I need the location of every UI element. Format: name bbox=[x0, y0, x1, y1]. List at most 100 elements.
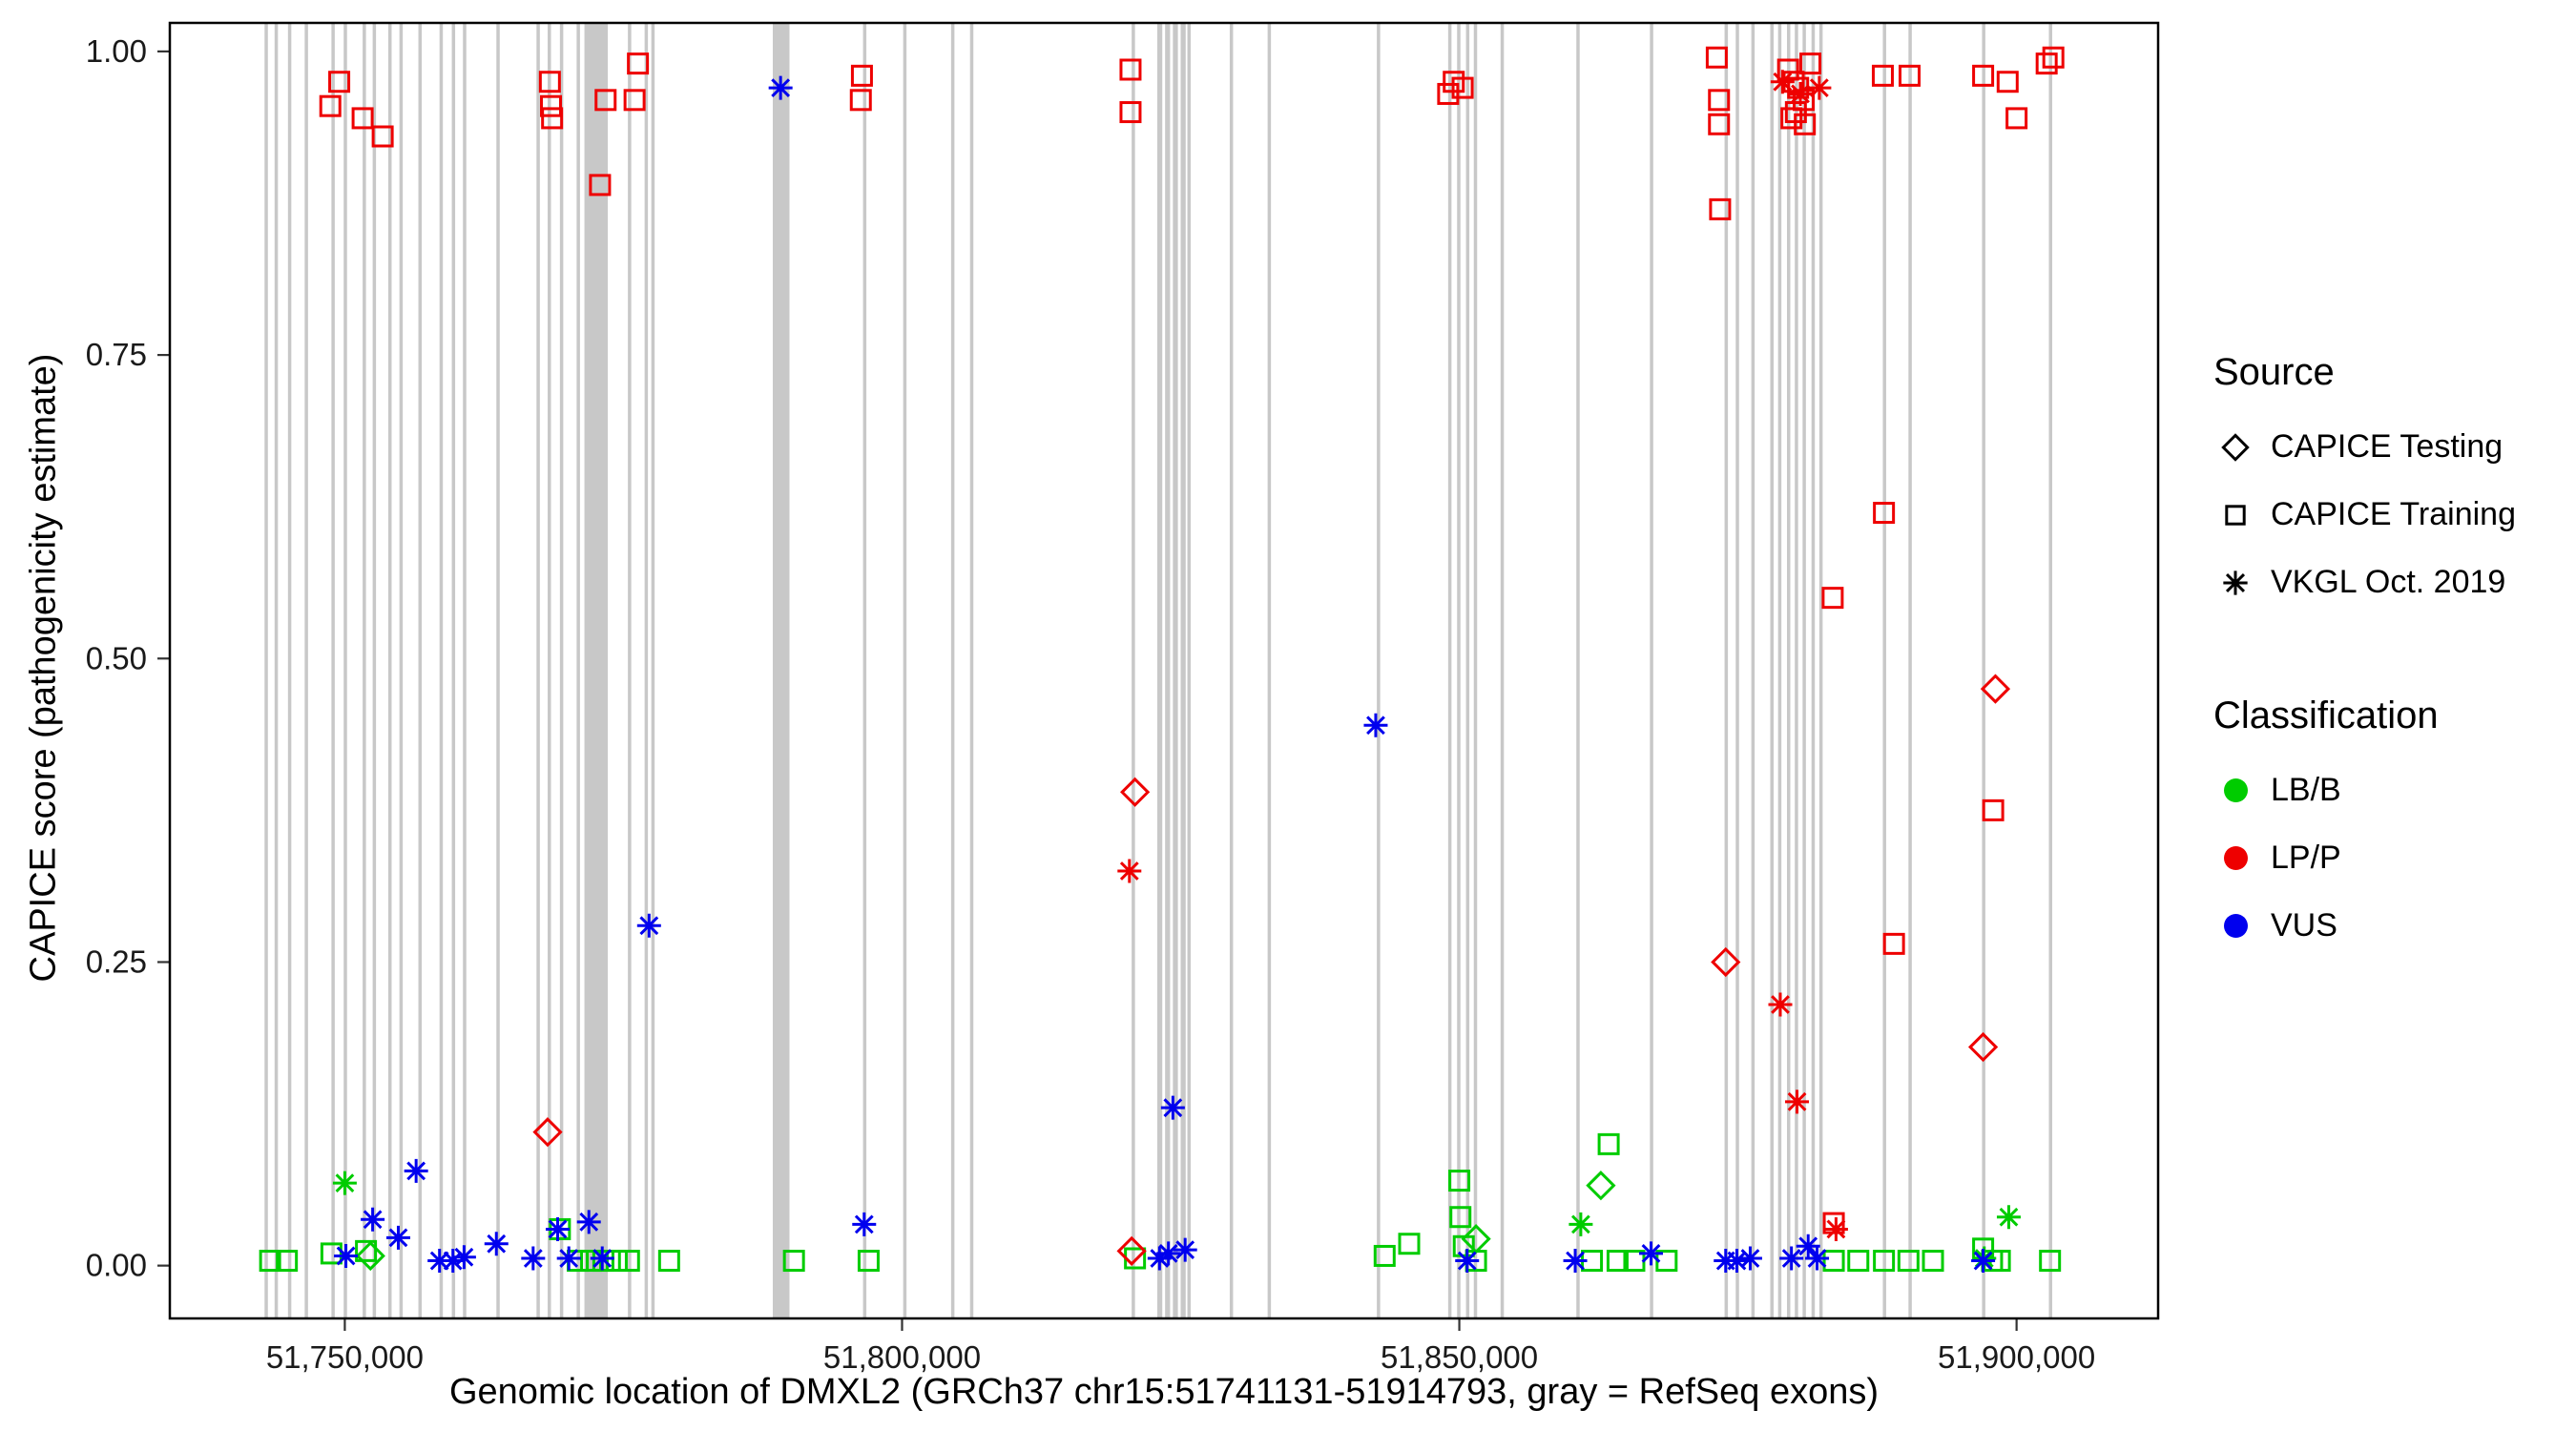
data-point-asterisk bbox=[852, 1212, 877, 1236]
legend-source-group: Source CAPICE Testing CAPICE Training VK… bbox=[2213, 351, 2516, 616]
data-point-asterisk bbox=[768, 75, 793, 100]
vus-color-dot-icon bbox=[2213, 904, 2257, 948]
exon-bar bbox=[1500, 23, 1505, 1318]
exon-bar bbox=[439, 23, 444, 1318]
data-point-asterisk bbox=[1160, 1095, 1185, 1120]
data-point-asterisk bbox=[385, 1225, 410, 1250]
data-point-square bbox=[1437, 82, 1460, 105]
lpp-color-dot-icon bbox=[2213, 837, 2257, 881]
data-point-asterisk bbox=[1737, 1246, 1762, 1271]
exon-bar bbox=[1795, 23, 1798, 1318]
legend-classification-group: Classification LB/B LP/P VUS bbox=[2213, 695, 2516, 960]
data-point-asterisk bbox=[1147, 1246, 1172, 1271]
exon-bar bbox=[274, 23, 279, 1318]
data-point-asterisk bbox=[451, 1245, 476, 1270]
exon-bar bbox=[1882, 23, 1886, 1318]
exon-bar bbox=[1802, 23, 1806, 1318]
data-point-square bbox=[2039, 1250, 2062, 1273]
data-point-square bbox=[594, 89, 617, 112]
data-point-asterisk bbox=[1117, 859, 1142, 883]
exon-bar bbox=[1473, 23, 1478, 1318]
exon-bar bbox=[1132, 23, 1135, 1318]
y-tick-label: 0.25 bbox=[86, 944, 147, 979]
legend-item-lpp: LP/P bbox=[2213, 824, 2516, 892]
data-point-square bbox=[2035, 52, 2058, 75]
data-point-square bbox=[605, 1250, 628, 1273]
exon-bar bbox=[399, 23, 404, 1318]
diamond-marker-icon bbox=[2213, 425, 2257, 469]
data-point-square bbox=[1119, 101, 1142, 124]
data-point-asterisk bbox=[1363, 713, 1388, 737]
y-tick-label: 0.75 bbox=[86, 337, 147, 372]
data-point-asterisk bbox=[484, 1232, 509, 1256]
data-point-asterisk bbox=[576, 1210, 601, 1234]
legend-panel: Source CAPICE Testing CAPICE Training VK… bbox=[2213, 351, 2516, 960]
exon-bar bbox=[1650, 23, 1653, 1318]
exon-bar bbox=[576, 23, 580, 1318]
data-point-asterisk bbox=[1156, 1241, 1181, 1266]
data-point-asterisk bbox=[427, 1249, 452, 1274]
data-point-diamond bbox=[1461, 1224, 1491, 1255]
data-point-square bbox=[857, 1250, 880, 1273]
data-point-asterisk bbox=[1770, 70, 1795, 94]
exon-bar bbox=[1787, 23, 1791, 1318]
data-point-square bbox=[1709, 197, 1732, 220]
exon-bar bbox=[363, 23, 366, 1318]
legend-item-label: VKGL Oct. 2019 bbox=[2271, 564, 2506, 600]
data-point-square bbox=[259, 1250, 281, 1273]
exon-bar bbox=[451, 23, 456, 1318]
exon-bar bbox=[644, 23, 649, 1318]
legend-item-capice-training: CAPICE Training bbox=[2213, 481, 2516, 549]
exon-bar bbox=[496, 23, 500, 1318]
data-point-asterisk bbox=[1724, 1249, 1749, 1274]
data-point-square bbox=[355, 1239, 378, 1262]
data-point-square bbox=[540, 94, 563, 117]
data-point-asterisk bbox=[1173, 1237, 1197, 1262]
data-point-square bbox=[1899, 64, 1921, 87]
data-point-square bbox=[849, 89, 872, 112]
data-point-square bbox=[1780, 107, 1803, 130]
exon-bar bbox=[1576, 23, 1580, 1318]
data-point-asterisk bbox=[1971, 1249, 1996, 1274]
legend-item-lbb: LB/B bbox=[2213, 757, 2516, 824]
data-point-square bbox=[1448, 1170, 1471, 1192]
exon-bar bbox=[969, 23, 974, 1318]
data-point-diamond bbox=[1120, 777, 1151, 807]
y-tick-label: 1.00 bbox=[86, 33, 147, 69]
exon-bar bbox=[1751, 23, 1755, 1318]
exon-bar bbox=[1229, 23, 1234, 1318]
exon-bar bbox=[903, 23, 907, 1318]
data-point-square bbox=[1451, 76, 1474, 99]
data-point-asterisk bbox=[590, 1246, 614, 1271]
data-point-asterisk bbox=[1768, 992, 1793, 1017]
data-point-asterisk bbox=[1785, 1089, 1810, 1114]
data-point-square bbox=[1449, 1206, 1472, 1229]
asterisk-marker-icon bbox=[2213, 561, 2257, 605]
x-tick-label: 51,900,000 bbox=[1938, 1339, 2095, 1375]
y-tick-label: 0.50 bbox=[86, 640, 147, 675]
data-point-asterisk bbox=[1996, 1205, 2021, 1230]
data-point-square bbox=[1705, 46, 1728, 69]
legend-item-label: LB/B bbox=[2271, 772, 2341, 808]
exon-bar bbox=[1735, 23, 1739, 1318]
data-point-asterisk bbox=[332, 1171, 357, 1195]
data-point-square bbox=[623, 89, 646, 112]
exon-bar bbox=[1267, 23, 1272, 1318]
exon-bar bbox=[536, 23, 540, 1318]
exon-bar bbox=[628, 23, 632, 1318]
data-point-asterisk bbox=[1638, 1241, 1663, 1266]
data-point-asterisk bbox=[1568, 1212, 1593, 1236]
legend-item-label: LP/P bbox=[2271, 840, 2341, 876]
data-point-asterisk bbox=[1805, 1246, 1830, 1271]
data-point-diamond bbox=[1967, 1031, 1999, 1063]
y-tick-label: 0.00 bbox=[86, 1248, 147, 1283]
data-point-square bbox=[1822, 1250, 1845, 1273]
data-point-asterisk bbox=[1455, 1249, 1480, 1274]
exon-bar bbox=[651, 23, 655, 1318]
exon-bar bbox=[1173, 23, 1178, 1318]
data-point-asterisk bbox=[1823, 1216, 1848, 1241]
exon-bar bbox=[559, 23, 564, 1318]
panel-border bbox=[168, 21, 2160, 1320]
data-point-square bbox=[319, 94, 342, 117]
